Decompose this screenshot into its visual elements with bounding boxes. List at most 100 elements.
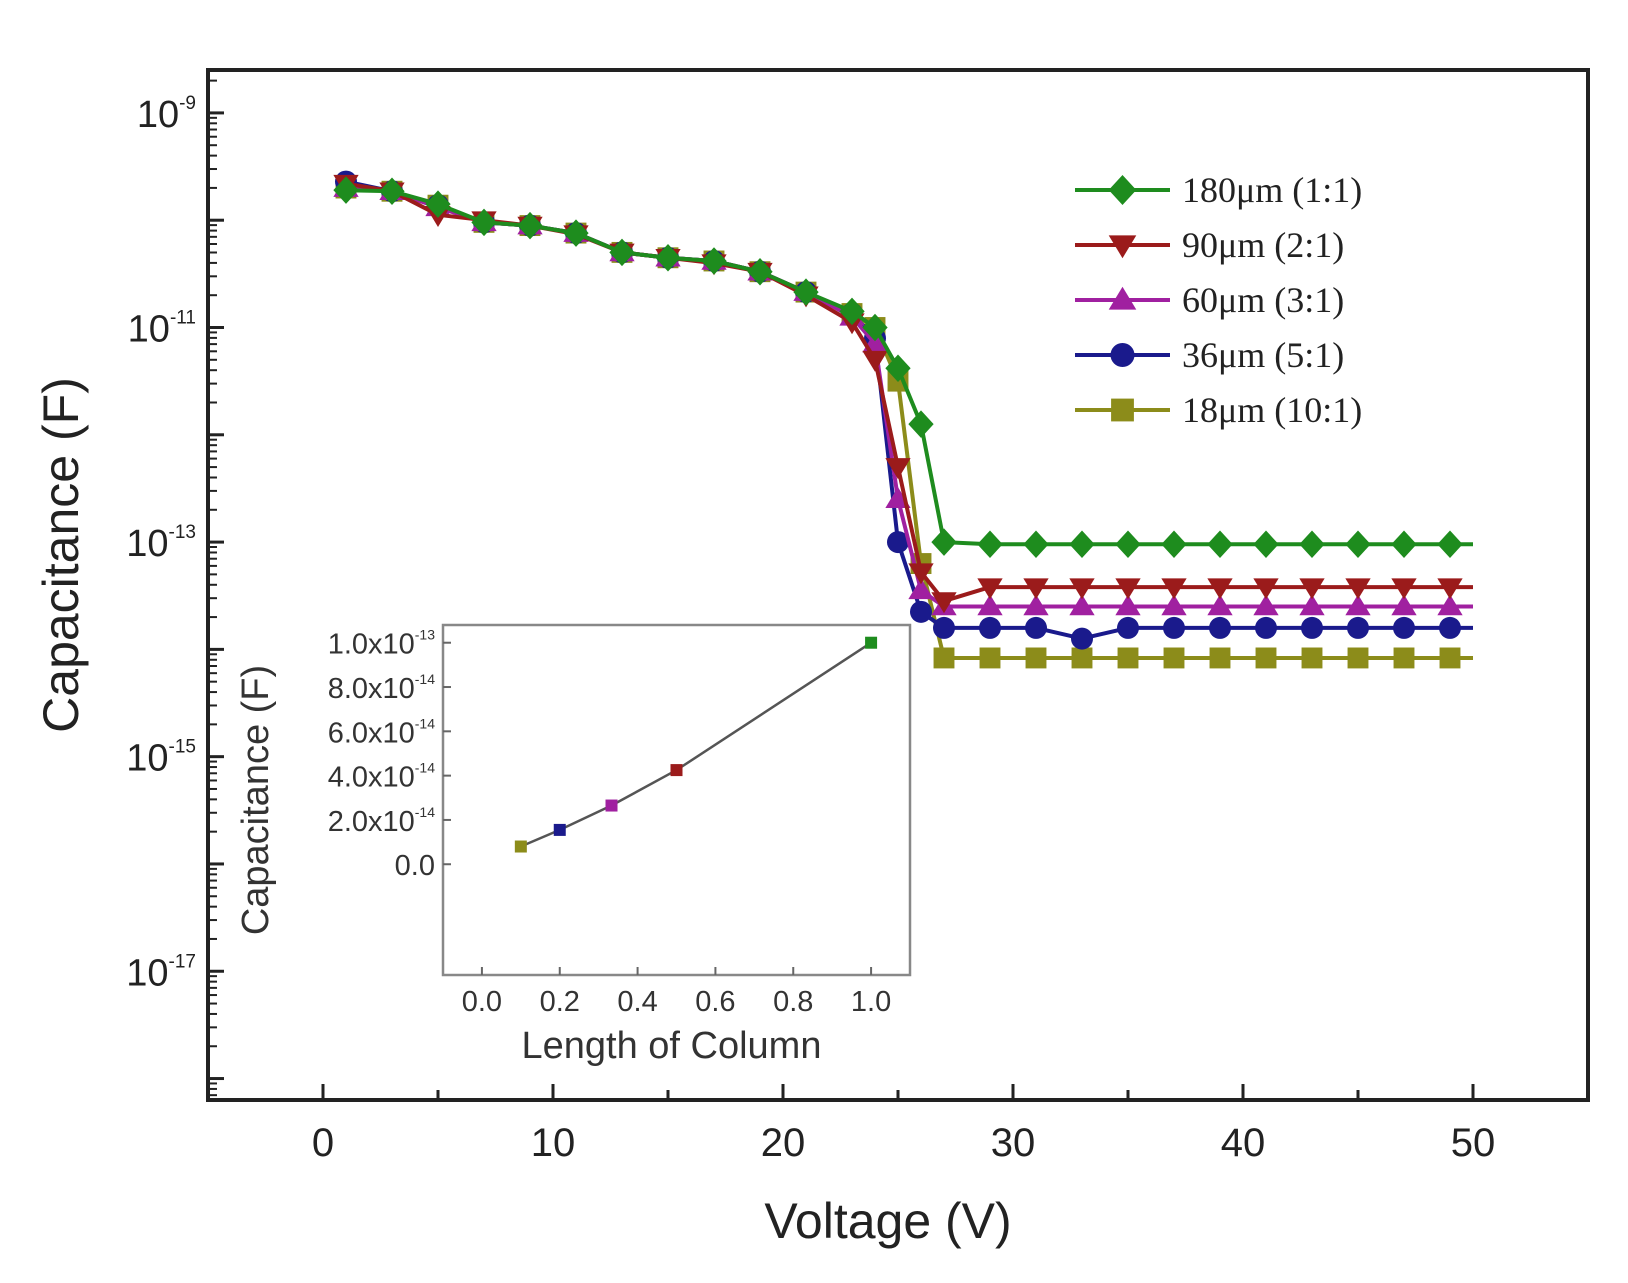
data-point (862, 313, 888, 342)
x-tick-label: 10 (531, 1121, 576, 1165)
data-point (1301, 647, 1323, 669)
data-point (701, 247, 727, 275)
data-point (1393, 616, 1415, 639)
data-point (1117, 647, 1139, 669)
x-axis-ticks (321, 1084, 1475, 1100)
series-line (345, 188, 1473, 547)
data-point (1209, 647, 1231, 669)
data-point (1299, 594, 1325, 616)
data-point (908, 578, 934, 600)
data-point (1391, 578, 1417, 600)
x-tick-label: 30 (991, 1121, 1036, 1165)
data-point (1437, 594, 1463, 616)
data-point (1391, 530, 1417, 558)
inset-x-tick-label: 0.6 (695, 986, 735, 1018)
data-point (931, 592, 957, 614)
data-point (931, 528, 957, 556)
data-point (1345, 530, 1371, 558)
data-point (977, 530, 1003, 558)
x-tick-label: 0 (312, 1121, 334, 1165)
inset-y-tick-label: 2.0x10-14 (328, 804, 436, 838)
data-point (1347, 616, 1369, 639)
data-point (908, 410, 934, 438)
inset-x-tick-label: 0.4 (617, 986, 657, 1018)
data-point (908, 563, 934, 585)
data-point (1025, 647, 1047, 669)
data-point (609, 238, 635, 267)
data-point (1299, 530, 1325, 558)
data-point (1071, 627, 1093, 650)
inset-x-tick-label: 0.0 (462, 986, 502, 1018)
inset-data-point (605, 799, 618, 812)
main-plot: 10-9 10-11 10-13 10-15 10-17 0 10 20 30 40 50 Volta… (33, 68, 1590, 1249)
data-point (563, 219, 589, 247)
data-point (1255, 647, 1277, 669)
inset-frame (441, 623, 912, 977)
data-point (333, 176, 359, 204)
data-point (1025, 616, 1047, 639)
data-point (1023, 578, 1049, 600)
data-point (1161, 594, 1187, 616)
data-point (1253, 530, 1279, 558)
data-point (1069, 530, 1095, 558)
data-point (887, 531, 909, 554)
inset-x-axis-title: Length of Column (522, 1025, 822, 1067)
data-point (910, 600, 932, 623)
data-point (977, 594, 1003, 616)
series-0 (333, 176, 1473, 558)
legend-label: 60μm (3:1) (1182, 280, 1344, 320)
legend-label: 36μm (5:1) (1182, 335, 1344, 375)
legend-marker (1108, 286, 1137, 310)
data-point (1301, 616, 1323, 639)
data-point (1115, 578, 1141, 600)
inset-y-tick-label: 0.0 (395, 850, 435, 882)
data-point (1209, 616, 1231, 639)
x-axis-title: Voltage (V) (764, 1193, 1011, 1249)
data-point (979, 616, 1001, 639)
data-point (1255, 616, 1277, 639)
data-point (1345, 594, 1371, 616)
inset-x-tick-label: 0.8 (773, 986, 813, 1018)
data-point (1253, 594, 1279, 616)
inset-y-tick-label: 1.0x10-13 (328, 627, 436, 661)
y-axis-ticks (208, 79, 224, 1097)
data-point (1023, 530, 1049, 558)
data-point (885, 354, 911, 383)
data-point (1253, 578, 1279, 600)
data-point (747, 257, 773, 286)
inset-data-point (670, 764, 683, 777)
inset-plot: 0.0 2.0x10-14 4.0x10-14 6.0x10-14 8.0x10-14 1… (235, 623, 912, 1067)
data-point (885, 458, 911, 480)
inset-data-point (553, 823, 566, 836)
legend-marker (1108, 175, 1137, 205)
inset-data-point (865, 636, 878, 649)
data-point (471, 208, 497, 237)
inset-y-tick-label: 8.0x10-14 (328, 671, 436, 705)
x-tick-label: 20 (761, 1121, 806, 1165)
y-axis-title: Capacitance (F) (33, 377, 89, 733)
data-point (933, 616, 955, 639)
x-tick-label: 50 (1451, 1121, 1496, 1165)
y-tick-label: 10-13 (126, 522, 196, 565)
data-point (979, 647, 1001, 669)
data-point (1207, 594, 1233, 616)
data-point (862, 350, 888, 372)
data-point (1207, 578, 1233, 600)
legend-label: 180μm (1:1) (1182, 170, 1362, 210)
data-point (379, 177, 405, 205)
legend-marker (1111, 398, 1134, 422)
inset-y-tick-label: 4.0x10-14 (328, 760, 436, 794)
data-point (425, 190, 451, 218)
data-point (977, 578, 1003, 600)
data-point (1439, 647, 1461, 669)
data-point (839, 297, 865, 326)
data-point (1393, 647, 1415, 669)
legend-label: 90μm (2:1) (1182, 225, 1344, 265)
data-point (1161, 530, 1187, 558)
data-point (1163, 647, 1185, 669)
data-point (1437, 530, 1463, 558)
data-point (1023, 594, 1049, 616)
data-point (793, 278, 819, 306)
y-tick-label: 10-15 (126, 737, 196, 780)
